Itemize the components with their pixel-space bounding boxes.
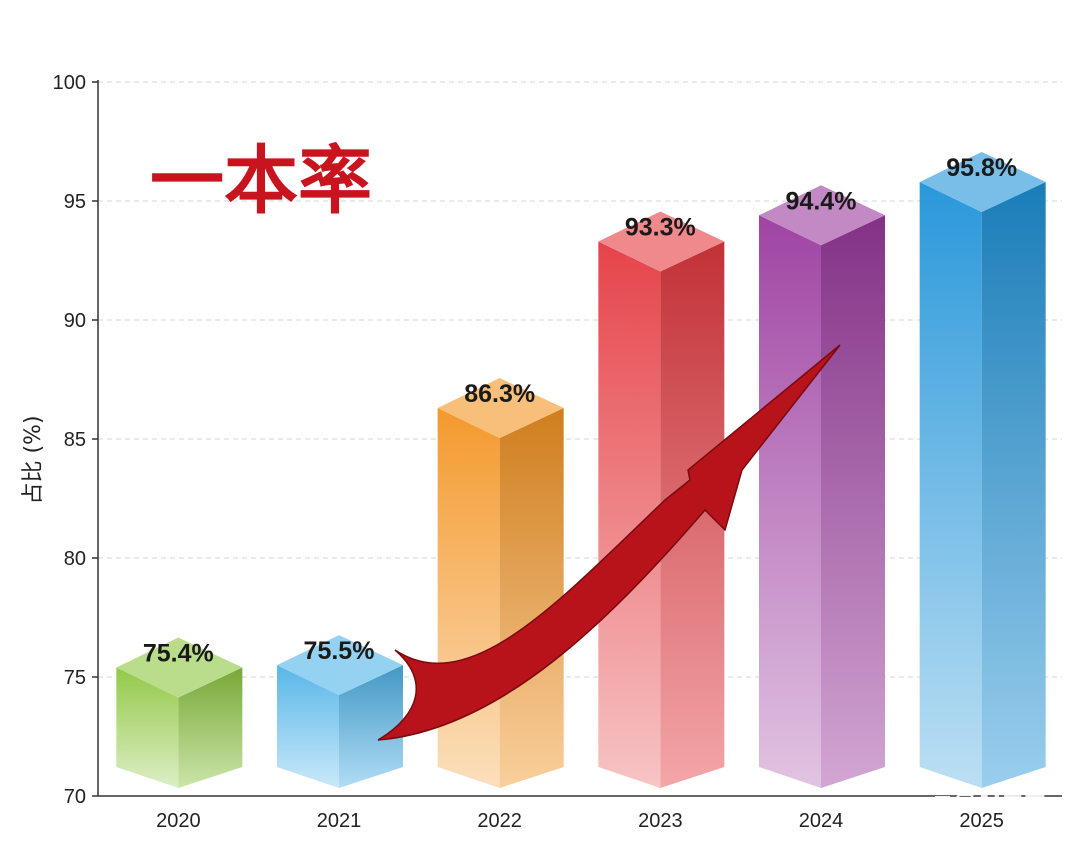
grid-lines (98, 81, 1062, 678)
x-tick-label: 2020 (156, 810, 201, 832)
x-tick-label: 2022 (477, 810, 522, 832)
bar-side-face (981, 181, 1046, 788)
trend-arrow-shape (377, 344, 841, 741)
bar-side-face (178, 667, 243, 788)
y-tick-label: 75 (64, 667, 86, 689)
y-tick-label: 70 (64, 786, 86, 808)
x-tick-label: 2025 (959, 810, 1004, 832)
y-tick-labels: 70 75 80 85 90 95 100 (53, 72, 98, 808)
bar-front-face (598, 241, 661, 788)
chart-title: 一本率 (150, 138, 372, 224)
bar-2020 (116, 637, 243, 788)
data-labels: 75.4% 75.5% 86.3% 93.3% 94.4% 95.8% (143, 154, 1017, 668)
y-axis-label: 占比 (%) (21, 415, 46, 504)
bar-top-face (598, 211, 725, 272)
bar-front-face (437, 408, 500, 788)
y-tick-label: 85 (64, 429, 86, 451)
bars (116, 151, 1046, 788)
data-label: 86.3% (464, 380, 535, 408)
bar-top-face (919, 151, 1046, 212)
bar-front-face (759, 215, 821, 788)
y-tick-label: 100 (53, 72, 86, 94)
trend-arrow (377, 344, 841, 741)
bar-front-face (116, 667, 179, 788)
data-label: 75.4% (143, 639, 214, 667)
bar-top-face (116, 637, 243, 698)
bar-front-face (277, 665, 339, 788)
data-label: 94.4% (786, 187, 857, 215)
bar-top-face (277, 635, 403, 696)
bar-top-face (759, 185, 885, 246)
x-tick-label: 2024 (799, 810, 844, 832)
watermark-text: 豆包AI生成 (932, 790, 1045, 816)
bar-2025 (919, 151, 1046, 788)
bar-2024 (759, 185, 885, 788)
y-tick-label: 80 (64, 548, 86, 570)
y-tick-label: 95 (64, 191, 86, 213)
x-tick-labels: 2020 2021 2022 2023 2024 2025 (156, 810, 1004, 832)
bar-2022 (437, 378, 564, 788)
bar-side-face (499, 408, 564, 788)
data-label: 95.8% (946, 154, 1017, 182)
bar-front-face (919, 181, 982, 788)
bar-side-face (821, 215, 885, 788)
bar-2021 (277, 635, 403, 788)
data-label: 75.5% (304, 637, 375, 665)
bar-top-face (437, 378, 564, 439)
y-tick-label: 90 (64, 310, 86, 332)
data-label: 93.3% (625, 213, 696, 241)
x-tick-label: 2021 (317, 810, 362, 832)
x-tick-label: 2023 (638, 810, 683, 832)
bar-side-face (339, 665, 403, 788)
